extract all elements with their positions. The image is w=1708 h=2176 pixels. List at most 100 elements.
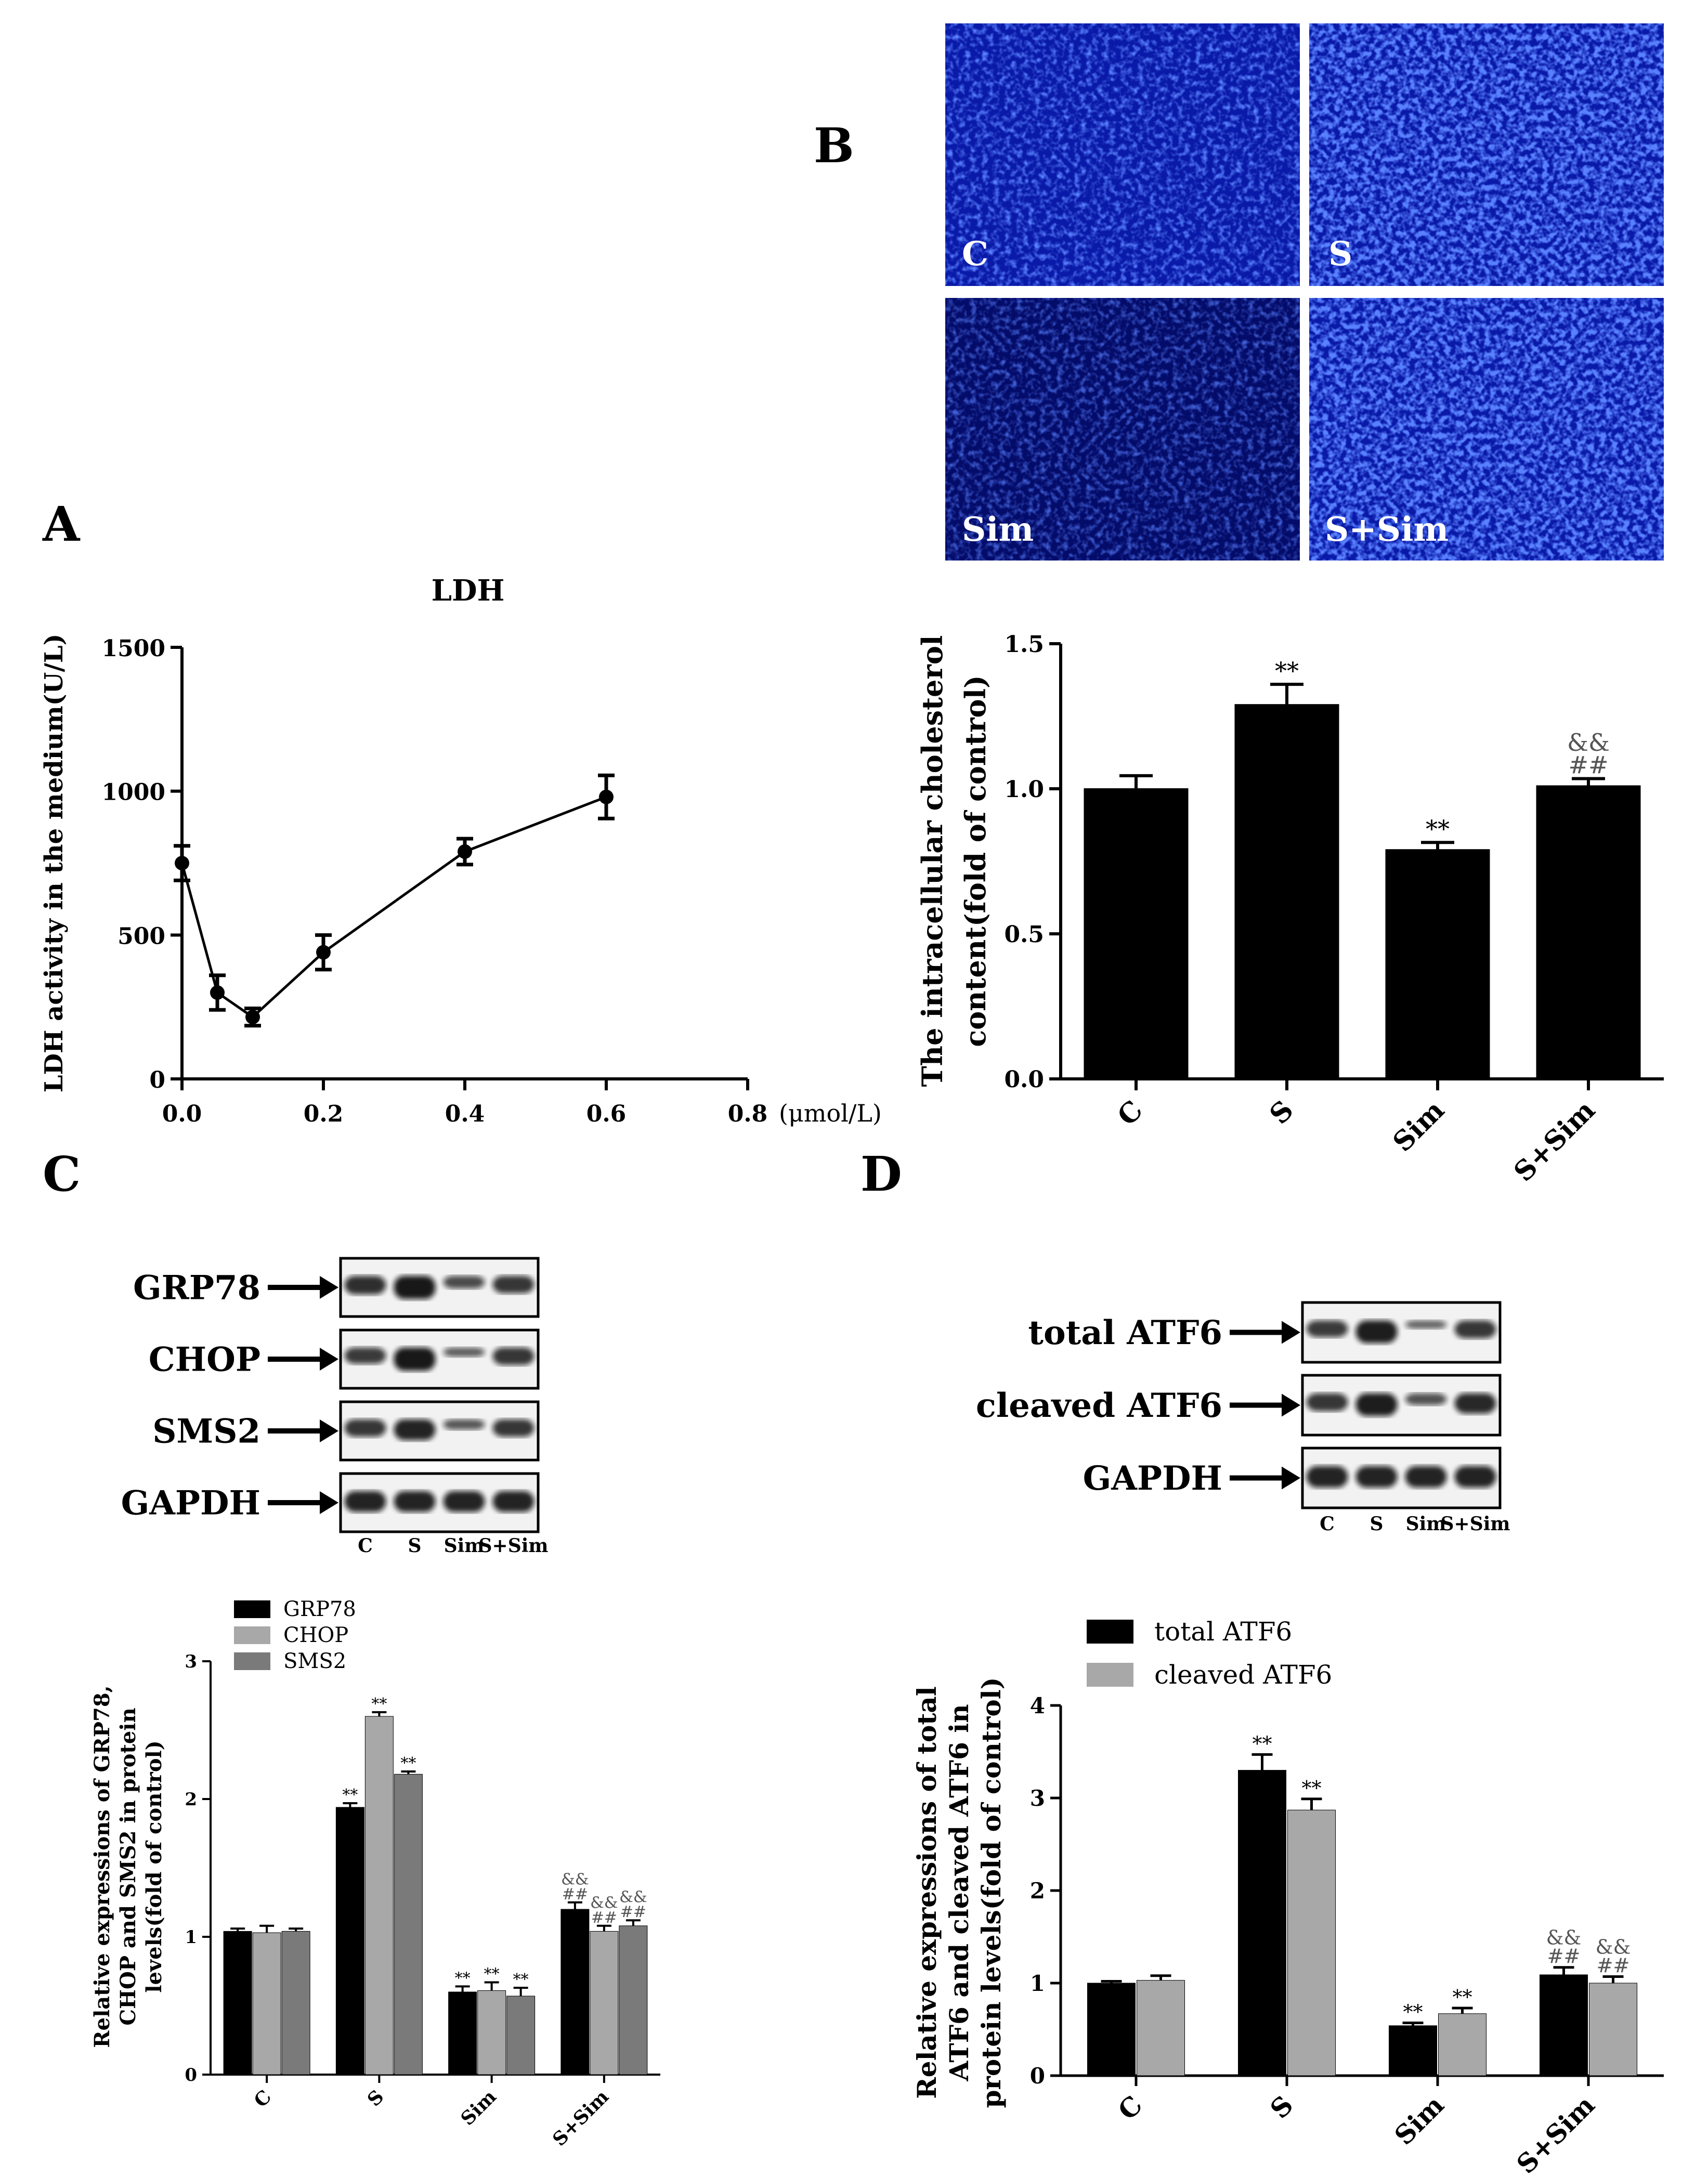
blot-c-arrow-head: [320, 1491, 338, 1514]
chart-c-xtick-label: S: [363, 2086, 388, 2110]
micrograph-grid: C S Sim S+Sim: [945, 23, 1664, 561]
blot-d-band: [1355, 1466, 1398, 1488]
chart-b-cholesterol: 0.0 0.5 1.0 1.5 C ** S ** Sim ##&& S+Sim The intrac…: [916, 631, 1664, 1188]
chart-d-bar: [1287, 1809, 1336, 2076]
chart-a-point: [245, 1010, 260, 1025]
chart-c-annotation: &&: [561, 1870, 589, 1888]
blot-c-arrow-head: [320, 1348, 338, 1371]
blot-c-band: [394, 1419, 436, 1440]
chart-b-annotation: **: [1275, 657, 1299, 685]
chart-a-xtick-label: 0.6: [586, 1101, 627, 1127]
chart-c-bar: [364, 1716, 394, 2075]
chart-b-ytick-label: 1.0: [1004, 776, 1044, 803]
chart-a-point: [458, 844, 472, 859]
blot-c-band: [492, 1491, 534, 1512]
chart-c-ylabel-line1: Relative expressions of GRP78,: [90, 1685, 114, 2048]
micrograph-s-texture: [1309, 23, 1664, 286]
chart-a-ytick-label: 0: [149, 1067, 165, 1093]
chart-a-title: LDH: [432, 574, 505, 608]
blot-c-protein-label: SMS2: [152, 1412, 260, 1451]
blot-d-protein-label: total ATF6: [1028, 1313, 1222, 1352]
blot-c-lane-label: S+Sim: [479, 1535, 549, 1557]
chart-c-xtick-label: C: [250, 2086, 276, 2112]
chart-b-bar: [1536, 785, 1641, 1080]
chart-c-legend-swatch: [234, 1652, 270, 1670]
blot-d-band: [1306, 1466, 1348, 1488]
panel-label-a: A: [42, 496, 81, 552]
blot-c-band: [394, 1491, 436, 1512]
chart-c-xtick-label: S+Sim: [549, 2086, 613, 2150]
chart-d-legend-label: total ATF6: [1154, 1617, 1292, 1647]
blot-c-band: [443, 1491, 485, 1512]
blot-c-band: [344, 1275, 386, 1295]
blot-d-arrow-head: [1282, 1393, 1300, 1417]
chart-d-ylabel-line1: Relative expressions of total: [911, 1686, 942, 2099]
blot-c-band: [344, 1347, 386, 1364]
chart-d-annotation: &&: [1546, 1926, 1582, 1949]
chart-b-xtick-label: Sim: [1387, 1094, 1451, 1158]
chart-a-point: [316, 945, 331, 960]
chart-a-point: [175, 856, 189, 870]
chart-b-xtick-label: C: [1111, 1094, 1149, 1132]
blot-d-arrow-head: [1282, 1466, 1300, 1490]
micrograph-label-s-sim: S+Sim: [1325, 510, 1449, 549]
chart-c-ytick-label: 1: [185, 1927, 197, 1948]
chart-d-bar: [1087, 1983, 1136, 2076]
blot-c-band: [443, 1275, 485, 1289]
chart-b-ytick-label: 0.5: [1004, 921, 1044, 948]
chart-c-legend-swatch: [234, 1600, 270, 1618]
blot-c-band: [443, 1347, 485, 1357]
chart-d-annotation: **: [1253, 1732, 1272, 1755]
chart-c-xtick-label: Sim: [457, 2086, 501, 2130]
blot-d-band: [1454, 1466, 1496, 1488]
blot-d-band: [1454, 1393, 1496, 1414]
blot-c-band: [492, 1347, 534, 1365]
blot-d-band: [1454, 1320, 1496, 1338]
blot-d-band: [1306, 1393, 1348, 1411]
chart-d-atf6: 01234C****S****Sim##&&##&&S+SimRelative …: [911, 1617, 1664, 2176]
chart-c-annotation: **: [513, 1971, 529, 1989]
chart-c-annotation: **: [371, 1695, 387, 1713]
blot-d-band: [1355, 1320, 1398, 1344]
blot-c-band: [492, 1275, 534, 1294]
blot-d-lane-label: S: [1370, 1513, 1384, 1535]
chart-c-legend-label: CHOP: [283, 1623, 348, 1647]
micrograph-sim-texture: [945, 298, 1300, 561]
chart-c-legend-swatch: [234, 1626, 270, 1644]
chart-d-ytick-label: 3: [1030, 1786, 1045, 1811]
chart-c-bar: [335, 1807, 364, 2075]
blot-d-arrow-head: [1282, 1321, 1300, 1344]
chart-c-bar: [477, 1990, 506, 2075]
chart-d-bar: [1137, 1980, 1185, 2076]
blot-d-band: [1405, 1466, 1447, 1488]
chart-c-ytick-label: 2: [185, 1789, 197, 1810]
blot-d-protein-label: GAPDH: [1083, 1459, 1222, 1498]
chart-b-xtick-label: S+Sim: [1508, 1094, 1601, 1188]
chart-b-ylabel-line2: content(fold of control): [959, 675, 992, 1047]
chart-d-ylabel-line2: ATF6 and cleaved ATF6 in: [944, 1704, 974, 2081]
blot-c-protein-label: GAPDH: [121, 1483, 260, 1522]
chart-b-ylabel-line1: The intracellular cholesterol: [916, 635, 949, 1087]
blot-c-band: [394, 1275, 436, 1299]
blot-d-band: [1405, 1393, 1447, 1405]
blot-c-lane-label: Sim: [444, 1535, 485, 1557]
chart-c-ylabel-line2: CHOP and SMS2 in protein: [116, 1708, 140, 2025]
chart-a-xtick-label: 0.4: [445, 1101, 485, 1127]
micrograph-label-c: C: [962, 234, 988, 273]
chart-c-bar: [448, 1991, 477, 2075]
panel-label-d: D: [860, 1146, 902, 1202]
chart-c-annotation: **: [342, 1786, 358, 1804]
chart-a-point: [210, 985, 225, 1000]
chart-c-legend-label: SMS2: [283, 1649, 346, 1673]
blot-d-lane-label: Sim: [1406, 1513, 1446, 1535]
blot-c-band: [492, 1419, 534, 1437]
chart-b-annotation: **: [1426, 815, 1450, 843]
chart-d-ytick-label: 4: [1030, 1693, 1045, 1718]
chart-d-bar: [1238, 1770, 1286, 2076]
chart-c-annotation: **: [400, 1754, 416, 1773]
chart-c-bar: [619, 1925, 648, 2075]
chart-b-xtick-label: S: [1263, 1094, 1300, 1131]
